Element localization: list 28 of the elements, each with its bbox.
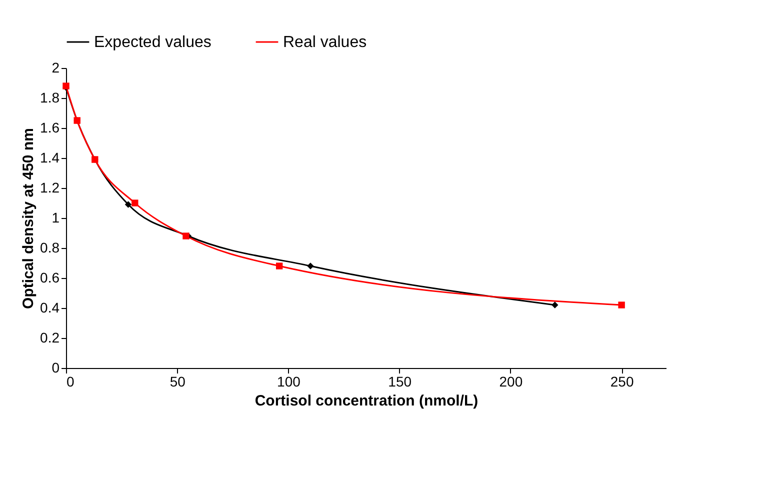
y-tick-label: 1.4 [40,150,60,166]
legend-label: Expected values [94,34,212,51]
y-tick-label: 1.8 [40,90,60,106]
x-tick-label: 250 [610,374,634,390]
y-tick-label: 0.6 [40,270,60,286]
y-tick-label: 1.2 [40,180,60,196]
y-tick-label: 0.4 [40,300,60,316]
point [552,302,558,308]
x-axis-title: Cortisol concentration (nmol/L) [254,392,478,410]
y-tick-label: 0 [52,360,60,376]
x-tick-label: 0 [66,374,74,390]
y-tick-label: 2 [52,60,60,76]
point [307,262,314,270]
x-tick-label: 50 [170,374,186,390]
point [182,232,190,240]
x-tick-label: 200 [499,374,523,390]
x-tick-label: 100 [277,374,301,390]
point [132,200,138,206]
y-axis-title: Optical density at 450 nm [20,128,38,309]
point [124,201,132,208]
y-tick-label: 0.8 [40,240,60,256]
y-tick-label: 1 [52,210,60,226]
point [618,302,625,308]
x-tick-label: 150 [388,374,412,390]
y-tick-label: 0.2 [40,330,60,346]
point [276,262,283,270]
legend-label: Real values [283,34,367,51]
y-tick-label: 1.6 [40,120,60,136]
